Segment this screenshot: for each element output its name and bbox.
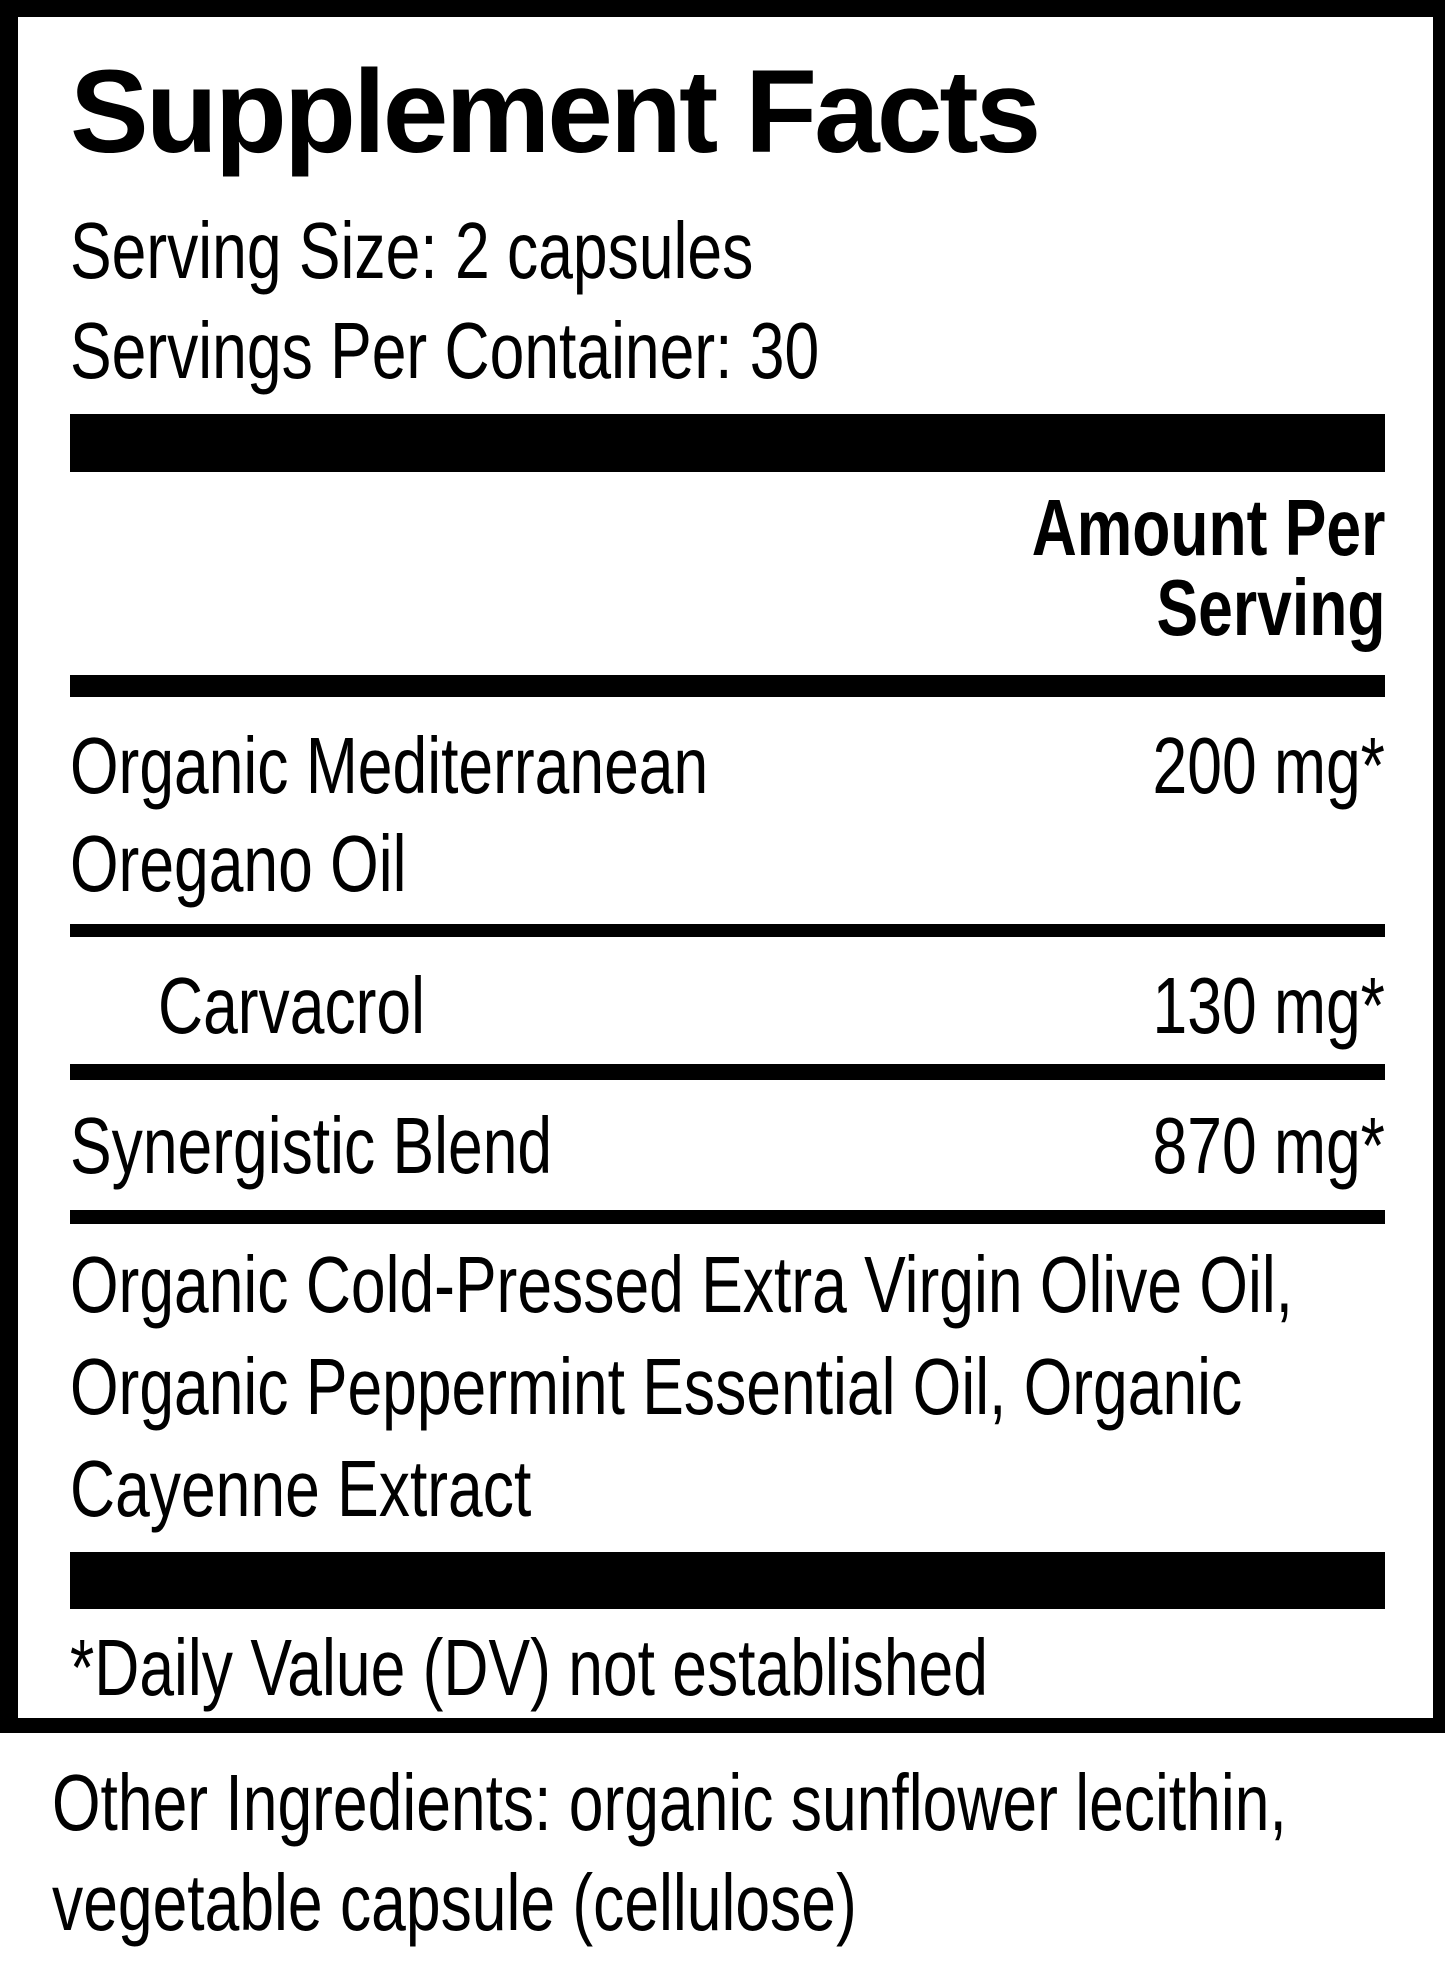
separator-bar-heavy-top: [70, 414, 1385, 472]
other-ingredients-line1: Other Ingredients: organic sunflower lec…: [52, 1758, 1287, 1847]
amount-per-serving-header: Amount Per Serving: [70, 488, 1385, 648]
supplement-facts-panel: Supplement Facts Serving Size: 2 capsule…: [0, 0, 1445, 1733]
separator-bar-heavy-bottom: [70, 1552, 1385, 1609]
other-ingredients-line2: vegetable capsule (cellulose): [52, 1858, 857, 1947]
ingredient-row-oregano-oil: Organic Mediterranean Oregano Oil 200 mg…: [70, 717, 1385, 913]
daily-value-footnote: *Daily Value (DV) not established: [70, 1623, 988, 1712]
panel-title-text: Supplement Facts: [70, 46, 1041, 178]
separator-rule: [70, 924, 1385, 937]
ingredient-amount: 870 mg*: [1152, 1101, 1385, 1190]
ingredient-name: Carvacrol: [158, 961, 426, 1050]
ingredient-row-synergistic-blend: Synergistic Blend 870 mg*: [70, 1097, 1385, 1195]
servings-per-container: Servings Per Container: 30: [70, 306, 820, 395]
blend-ingredients-line: Organic Peppermint Essential Oil, Organi…: [70, 1342, 1243, 1431]
other-ingredients: Other Ingredients: organic sunflower lec…: [52, 1753, 1397, 1953]
amount-header-line1: Amount Per: [1031, 483, 1385, 572]
separator-bar-medium: [70, 675, 1385, 697]
blend-ingredients-list: Organic Cold-Pressed Extra Virgin Olive …: [70, 1234, 1385, 1540]
ingredient-name: Organic Mediterranean Oregano Oil: [70, 721, 709, 908]
ingredient-name: Synergistic Blend: [70, 1101, 553, 1190]
blend-ingredients-line: Organic Cold-Pressed Extra Virgin Olive …: [70, 1240, 1294, 1329]
amount-header-line2: Serving: [1156, 563, 1385, 652]
separator-rule: [70, 1210, 1385, 1224]
separator-rule: [70, 1064, 1385, 1080]
serving-size: Serving Size: 2 capsules: [70, 206, 754, 295]
blend-ingredients-line: Cayenne Extract: [70, 1444, 532, 1533]
ingredient-amount: 200 mg*: [1152, 721, 1385, 810]
panel-title: Supplement Facts: [70, 52, 1385, 172]
ingredient-amount: 130 mg*: [1152, 961, 1385, 1050]
ingredient-row-carvacrol: Carvacrol 130 mg*: [70, 957, 1385, 1055]
